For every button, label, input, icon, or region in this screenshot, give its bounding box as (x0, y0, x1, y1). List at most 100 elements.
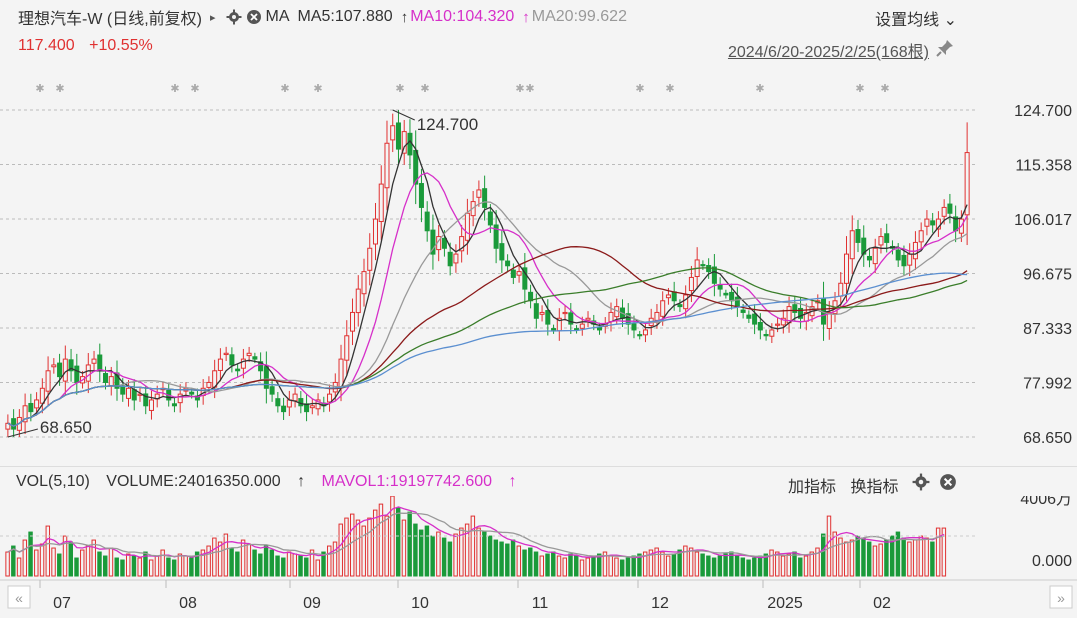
volume-bar (372, 509, 378, 577)
volume-bar (545, 553, 550, 577)
volume-bar (631, 555, 636, 577)
candle-body (637, 334, 643, 337)
candle-body (246, 352, 252, 357)
candle-body (688, 276, 694, 292)
volume-bar (803, 555, 809, 577)
candle-body (510, 269, 516, 278)
candle-body (849, 230, 855, 260)
add-indicator-button[interactable]: 加指标 (788, 479, 837, 496)
candle-body (947, 203, 953, 214)
candle-body (367, 247, 373, 271)
volume-bar (166, 557, 171, 577)
candle-body (350, 311, 356, 332)
double-chevron-right-icon: » (1057, 590, 1065, 606)
volume-bar (384, 515, 389, 577)
y-tick-label: 87.333 (1023, 321, 1072, 338)
volume-bar (482, 531, 487, 577)
price-change: +10.55% (89, 37, 153, 54)
candle-body (395, 122, 401, 150)
volume-bar (895, 531, 901, 577)
candle-body (901, 254, 907, 267)
volume-bar (671, 553, 677, 577)
candle-body (131, 389, 137, 401)
volume-bar (378, 503, 384, 577)
candle-body (476, 189, 482, 198)
candlestick-chart[interactable]: 124.700 115.358 106.017 96.675 87.333 77.992 6… (0, 62, 1077, 462)
volume-bar (189, 557, 194, 577)
volume-bar (148, 559, 154, 577)
volume-bar (200, 549, 206, 577)
ma-settings-button[interactable]: 设置均线 ⌄ (875, 6, 957, 30)
candle-body (545, 310, 551, 325)
candle-body (298, 398, 304, 407)
volume-bar (125, 553, 131, 577)
event-marker-icon: ✱ (880, 83, 889, 95)
candle-body (447, 251, 453, 267)
x-tick-label: 08 (179, 595, 197, 612)
event-marker-icon: ✱ (755, 83, 764, 95)
candle-body (275, 398, 281, 407)
date-range-link[interactable]: 2024/6/20-2025/2/25(168根) (727, 44, 929, 61)
close-circle-icon[interactable] (939, 473, 957, 491)
volume-bar (424, 525, 430, 577)
volume-bar (212, 537, 217, 577)
ma10-line (7, 172, 968, 427)
volume-bar (367, 517, 372, 577)
close-circle-icon[interactable] (246, 9, 262, 25)
header-row-indicators: 理想汽车-W (日线,前复权) ▸ MA MA5:107.880 ↑ MA10:… (18, 5, 635, 29)
volume-value: VOLUME:24016350.000 (106, 473, 281, 490)
event-marker-icon: ✱ (420, 83, 429, 95)
candle-body (522, 267, 528, 290)
candle-body (585, 317, 591, 321)
volume-bar (843, 541, 849, 577)
candle-body (229, 354, 235, 366)
volume-bar (45, 525, 51, 577)
candle-body (269, 386, 275, 395)
candle-body (763, 333, 769, 337)
x-tick-label: 09 (303, 595, 321, 612)
volume-bar (792, 551, 797, 577)
volume-bar (309, 549, 315, 577)
candle-body (97, 354, 103, 372)
volume-bar (269, 549, 275, 577)
volume-bar (821, 533, 826, 577)
gear-icon[interactable] (912, 473, 930, 491)
candle-body (223, 352, 229, 356)
event-marker-icon: ✱ (635, 83, 644, 95)
candle-body (39, 387, 45, 404)
volume-bar (861, 537, 866, 577)
candle-body (493, 224, 499, 249)
volume-chart[interactable]: 4006万 0.000 07 08 09 10 11 12 2025 02 « » (0, 496, 1077, 618)
volume-bar (637, 553, 642, 577)
x-tick-label: 12 (651, 595, 669, 612)
vol-label[interactable]: VOL(5,10) (16, 473, 90, 490)
volume-bar (539, 555, 545, 577)
volume-bar (493, 539, 499, 577)
candle-body (327, 393, 333, 403)
mavol5-line (7, 506, 945, 559)
volume-bar (815, 547, 820, 577)
candle-body (596, 327, 603, 331)
candle-body (746, 314, 752, 319)
scroll-left-button[interactable] (7, 585, 31, 609)
event-marker-icon: ✱ (35, 83, 44, 95)
candle-body (390, 125, 396, 141)
candle-body (700, 264, 706, 267)
candle-body (964, 152, 970, 216)
stock-title[interactable]: 理想汽车-W (日线,前复权) (18, 11, 202, 28)
ma20-line (7, 201, 968, 427)
event-marker-icon: ✱ (313, 83, 322, 95)
ma-settings-label: 设置均线 (875, 12, 940, 29)
volume-bar (395, 507, 401, 577)
volume-bar (407, 511, 412, 577)
volume-bar (551, 551, 556, 577)
volume-bar (688, 547, 694, 577)
scroll-right-button[interactable] (1049, 585, 1073, 609)
switch-indicator-button[interactable]: 换指标 (850, 479, 899, 496)
volume-bar (740, 557, 746, 577)
gear-icon[interactable] (226, 9, 242, 25)
pin-icon[interactable] (935, 38, 955, 58)
expand-triangle-icon[interactable]: ▸ (209, 11, 216, 24)
volume-bar (252, 549, 257, 577)
volume-bar (258, 553, 263, 577)
